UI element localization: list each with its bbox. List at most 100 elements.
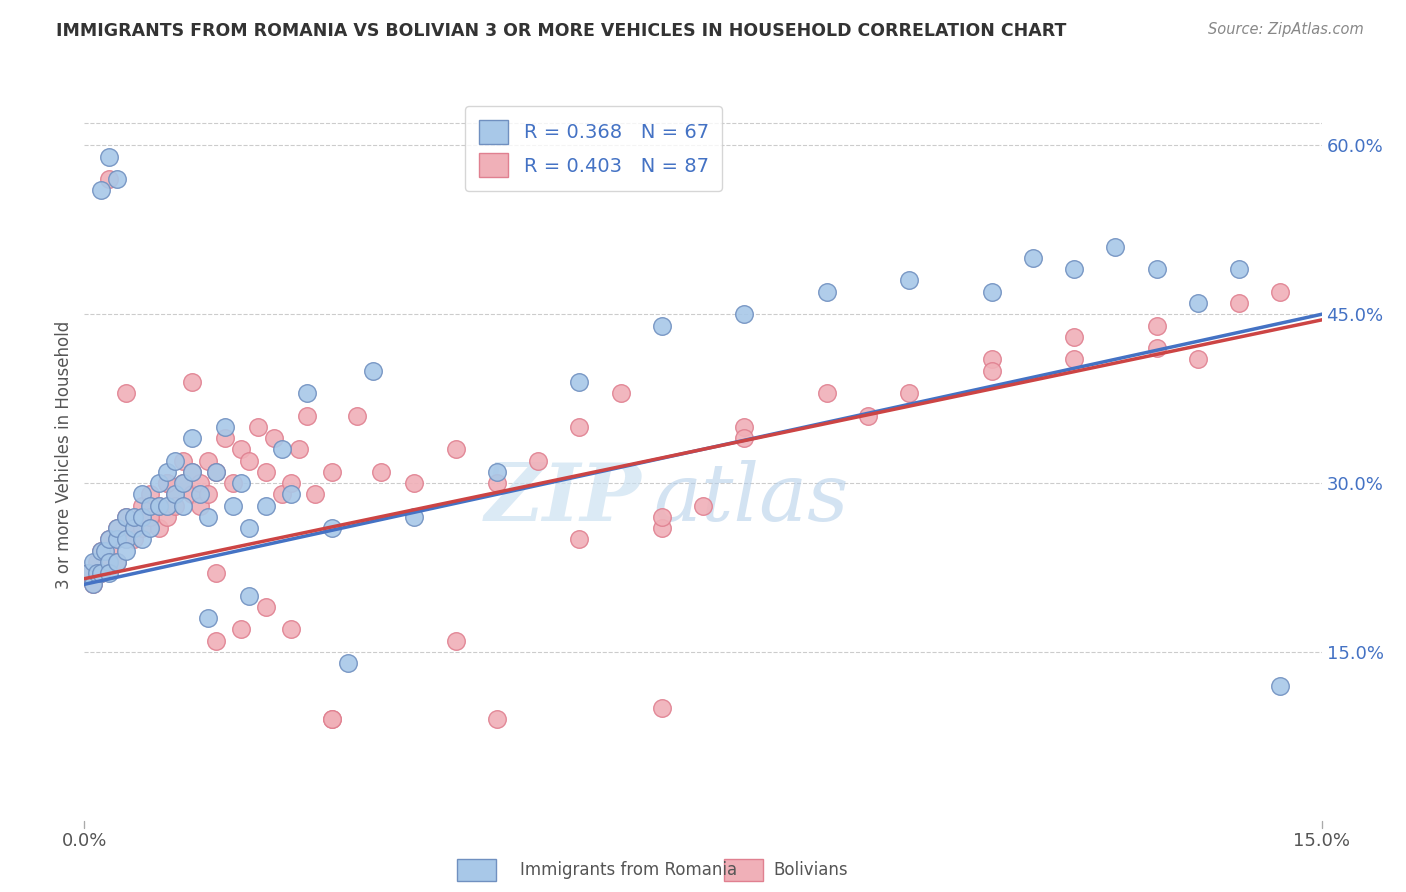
Text: Source: ZipAtlas.com: Source: ZipAtlas.com	[1208, 22, 1364, 37]
Point	[197, 509, 219, 524]
Point	[485, 476, 508, 491]
Point	[98, 543, 121, 558]
Point	[165, 453, 187, 467]
Point	[156, 476, 179, 491]
Point	[370, 465, 392, 479]
Point	[254, 599, 277, 614]
Point	[114, 509, 136, 524]
Point	[444, 633, 467, 648]
Point	[304, 487, 326, 501]
Point	[114, 386, 136, 401]
Point	[271, 442, 294, 457]
Point	[1270, 679, 1292, 693]
Point	[1104, 240, 1126, 254]
Point	[156, 476, 179, 491]
Point	[180, 487, 202, 501]
Point	[197, 611, 219, 625]
Point	[197, 487, 219, 501]
Point	[485, 465, 508, 479]
Point	[733, 307, 755, 321]
Point	[180, 375, 202, 389]
Point	[86, 566, 108, 580]
Point	[139, 509, 162, 524]
Point	[131, 521, 153, 535]
Point	[254, 465, 277, 479]
Point	[114, 509, 136, 524]
Point	[898, 273, 921, 287]
Point	[321, 712, 343, 726]
Point	[263, 431, 285, 445]
Point	[295, 386, 318, 401]
Point	[815, 285, 838, 299]
Point	[980, 363, 1002, 377]
Point	[733, 419, 755, 434]
Point	[815, 386, 838, 401]
Point	[188, 487, 211, 501]
Point	[1022, 251, 1045, 265]
Point	[692, 499, 714, 513]
Point	[131, 499, 153, 513]
Point	[122, 521, 145, 535]
Point	[337, 656, 360, 670]
Point	[180, 431, 202, 445]
Point	[172, 476, 194, 491]
Point	[280, 487, 302, 501]
Point	[898, 386, 921, 401]
Point	[105, 172, 128, 186]
Point	[165, 487, 187, 501]
Point	[98, 566, 121, 580]
Point	[122, 521, 145, 535]
Point	[1187, 296, 1209, 310]
Point	[733, 431, 755, 445]
Point	[271, 487, 294, 501]
Point	[131, 509, 153, 524]
Point	[980, 285, 1002, 299]
Point	[188, 476, 211, 491]
Point	[165, 487, 187, 501]
Point	[148, 499, 170, 513]
Point	[180, 465, 202, 479]
Point	[568, 533, 591, 547]
Point	[156, 499, 179, 513]
Point	[122, 509, 145, 524]
Point	[86, 555, 108, 569]
Point	[98, 533, 121, 547]
Point	[90, 566, 112, 580]
Point	[295, 409, 318, 423]
Point	[444, 442, 467, 457]
Point	[321, 712, 343, 726]
Point	[222, 476, 245, 491]
Point	[1146, 318, 1168, 333]
Point	[404, 476, 426, 491]
Point	[90, 566, 112, 580]
Point	[105, 521, 128, 535]
Point	[222, 499, 245, 513]
Point	[485, 712, 508, 726]
Point	[98, 172, 121, 186]
Text: Bolivians: Bolivians	[773, 861, 848, 879]
Point	[180, 465, 202, 479]
Point	[197, 453, 219, 467]
Point	[148, 521, 170, 535]
Point	[238, 589, 260, 603]
Point	[229, 623, 252, 637]
Point	[568, 419, 591, 434]
Point	[94, 543, 117, 558]
Point	[188, 499, 211, 513]
Point	[229, 476, 252, 491]
Point	[214, 419, 236, 434]
Point	[238, 521, 260, 535]
Point	[321, 465, 343, 479]
Point	[229, 442, 252, 457]
Point	[82, 577, 104, 591]
Point	[139, 509, 162, 524]
Text: atlas: atlas	[654, 460, 849, 538]
Text: ZIP: ZIP	[484, 460, 641, 538]
Point	[568, 375, 591, 389]
Point	[172, 453, 194, 467]
Point	[651, 521, 673, 535]
Point	[1187, 352, 1209, 367]
Point	[651, 509, 673, 524]
Point	[139, 487, 162, 501]
Point	[114, 533, 136, 547]
